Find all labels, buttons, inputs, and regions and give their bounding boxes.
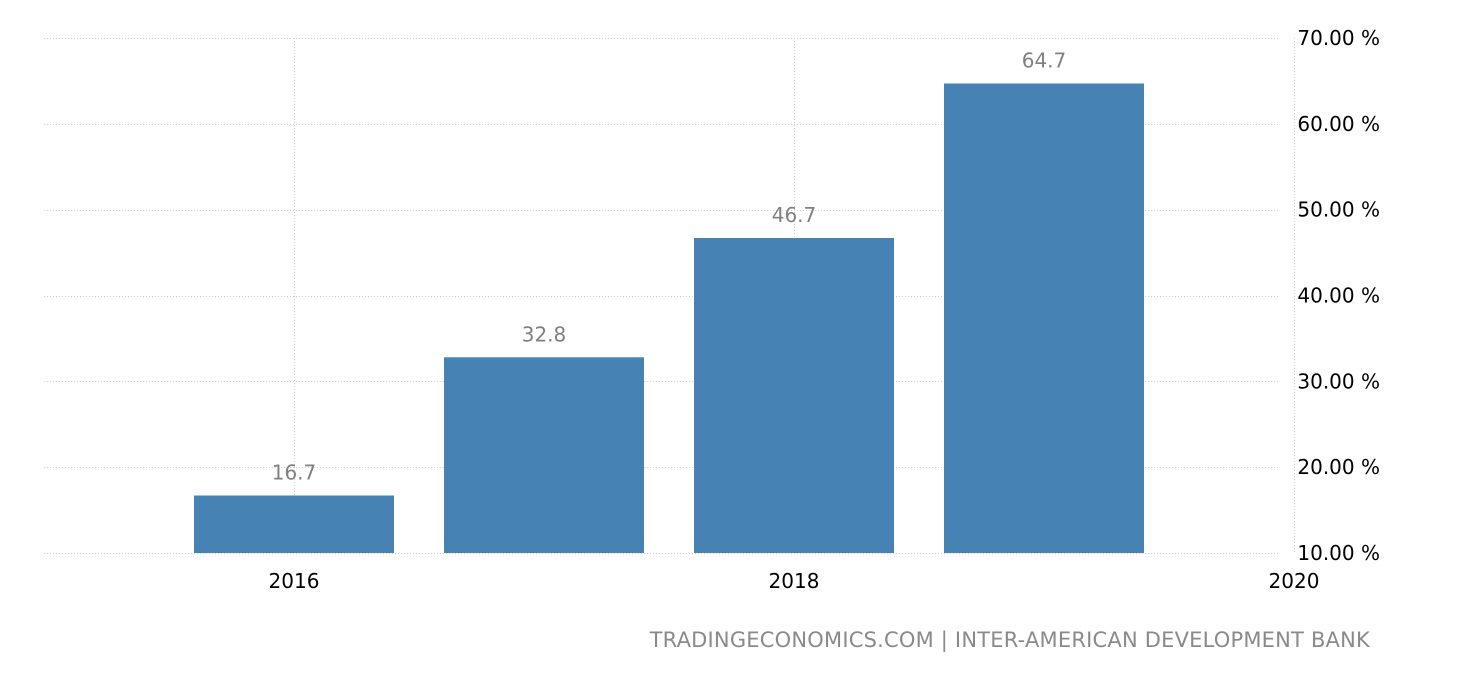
bar-2018[interactable] <box>694 237 894 553</box>
x-tick-label: 2016 <box>269 569 320 593</box>
source-attribution: TRADINGECONOMICS.COM | INTER-AMERICAN DE… <box>649 628 1370 652</box>
y-tick-label: 10.00 % <box>1297 541 1380 565</box>
y-axis: 10.00 % 20.00 % 30.00 % 40.00 % 50.00 % 60.00… <box>1297 26 1380 565</box>
y-tick-label: 30.00 % <box>1297 369 1380 393</box>
y-tick-label: 70.00 % <box>1297 26 1380 50</box>
bar-2019[interactable] <box>944 83 1144 553</box>
x-tick-label: 2018 <box>769 569 820 593</box>
bars <box>194 83 1144 553</box>
x-axis: 2016 2018 2020 <box>269 569 1320 593</box>
y-tick-label: 40.00 % <box>1297 284 1380 308</box>
x-tick-label: 2020 <box>1269 569 1320 593</box>
value-label-2019: 64.7 <box>1022 48 1067 72</box>
value-label-2016: 16.7 <box>272 460 317 484</box>
bar-2016[interactable] <box>194 495 394 553</box>
value-label-2017: 32.8 <box>522 322 567 346</box>
value-label-2018: 46.7 <box>772 203 817 227</box>
value-labels: 16.7 32.8 46.7 64.7 <box>272 48 1067 484</box>
y-tick-label: 50.00 % <box>1297 198 1380 222</box>
y-tick-label: 20.00 % <box>1297 455 1380 479</box>
y-tick-label: 60.00 % <box>1297 112 1380 136</box>
bar-2017[interactable] <box>444 357 644 553</box>
